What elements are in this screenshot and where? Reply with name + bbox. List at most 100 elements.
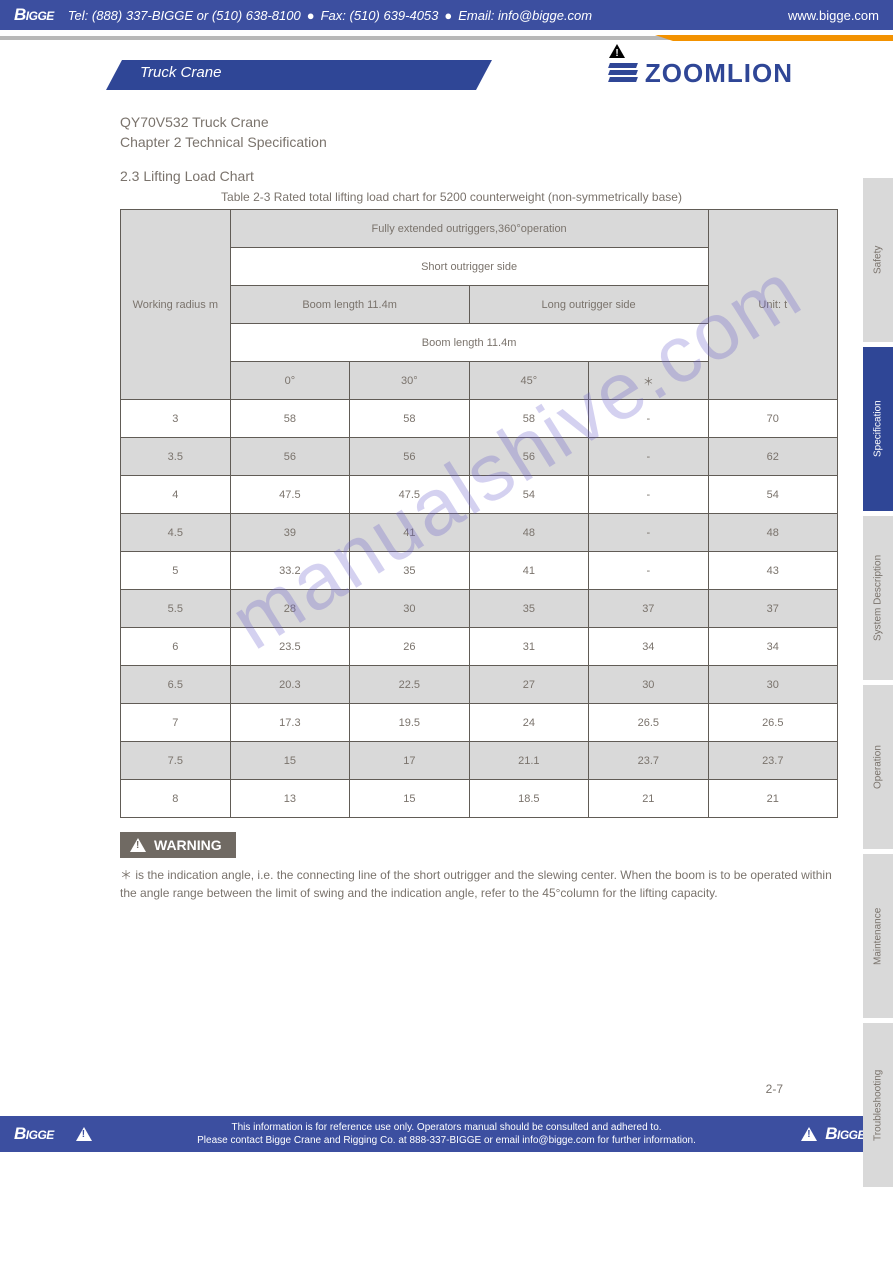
- header-band: ! Truck Crane ZOOMLION: [0, 50, 893, 100]
- zoomlion-icon: [609, 61, 639, 87]
- cell-radius: 5.5: [121, 590, 231, 628]
- warning-icon: !: [609, 44, 625, 58]
- cell-val: -: [589, 438, 708, 476]
- cell-long: 43: [708, 552, 837, 590]
- cell-val: 19.5: [350, 704, 469, 742]
- cell-val: 13: [230, 780, 349, 818]
- cell-val: 56: [469, 438, 588, 476]
- warning-label: WARNING: [154, 837, 222, 853]
- page-number: 2-7: [120, 1082, 783, 1096]
- table-title: Table 2-3 Rated total lifting load chart…: [120, 190, 783, 204]
- hdr-long-len: Boom length 11.4m: [230, 324, 708, 362]
- cell-val: 47.5: [230, 476, 349, 514]
- cell-val: 58: [469, 400, 588, 438]
- cell-val: 54: [469, 476, 588, 514]
- warning-triangle-icon: [130, 838, 146, 852]
- cell-radius: 3.5: [121, 438, 231, 476]
- cell-val: 28: [230, 590, 349, 628]
- cell-radius: 5: [121, 552, 231, 590]
- cell-val: 58: [350, 400, 469, 438]
- doc-sub: Chapter 2 Technical Specification: [120, 134, 783, 150]
- footer: BIGGE This information is for reference …: [0, 1116, 893, 1152]
- cell-val: 34: [589, 628, 708, 666]
- cell-val: 41: [469, 552, 588, 590]
- contact-fax: Fax: (510) 639-4053: [321, 8, 439, 23]
- cell-val: 41: [350, 514, 469, 552]
- cell-val: 58: [230, 400, 349, 438]
- warning-icon-footer-r: [801, 1127, 817, 1141]
- cell-val: 48: [469, 514, 588, 552]
- cell-val: 26.5: [589, 704, 708, 742]
- table-row: 717.319.52426.526.5: [121, 704, 838, 742]
- page-body: manualshive.com QY70V532 Truck Crane Cha…: [0, 100, 893, 1096]
- table-row: 533.23541-43: [121, 552, 838, 590]
- zoomlion-logo: ZOOMLION: [609, 58, 793, 89]
- warning-box: WARNING: [120, 832, 236, 858]
- hdr-ast: ＊: [589, 362, 708, 400]
- bigge-logo-top: BIGGE: [14, 5, 54, 25]
- hdr-a0: 0°: [230, 362, 349, 400]
- footer-left: BIGGE: [14, 1124, 92, 1144]
- cell-val: 24: [469, 704, 588, 742]
- divider-grey: [0, 36, 673, 40]
- warning-text: ＊ is the indication angle, i.e. the conn…: [120, 866, 840, 902]
- contact-tel: Tel: (888) 337-BIGGE or (510) 638-8100: [68, 8, 301, 23]
- col-unit: Unit: t: [708, 210, 837, 400]
- cell-radius: 7: [121, 704, 231, 742]
- cell-long: 48: [708, 514, 837, 552]
- cell-long: 37: [708, 590, 837, 628]
- cell-val: -: [589, 552, 708, 590]
- cell-val: 22.5: [350, 666, 469, 704]
- cell-val: 21: [589, 780, 708, 818]
- cell-val: 30: [589, 666, 708, 704]
- cell-radius: 4.5: [121, 514, 231, 552]
- footer-line2: Please contact Bigge Crane and Rigging C…: [92, 1134, 801, 1147]
- doc-title: QY70V532 Truck Crane: [120, 114, 783, 130]
- site-url[interactable]: www.bigge.com: [788, 8, 879, 23]
- cell-long: 26.5: [708, 704, 837, 742]
- cell-radius: 4: [121, 476, 231, 514]
- cell-val: 20.3: [230, 666, 349, 704]
- cell-radius: 6.5: [121, 666, 231, 704]
- cell-long: 54: [708, 476, 837, 514]
- hdr-long: Long outrigger side: [469, 286, 708, 324]
- footer-line1: This information is for reference use on…: [92, 1121, 801, 1134]
- cell-val: 27: [469, 666, 588, 704]
- table-row: 3.5565656-62: [121, 438, 838, 476]
- cell-radius: 8: [121, 780, 231, 818]
- warning-icon-footer-l: [76, 1127, 92, 1141]
- divider-orange: [673, 35, 893, 41]
- table-row: 447.547.554-54: [121, 476, 838, 514]
- cell-val: 30: [350, 590, 469, 628]
- bigge-logo-footer-l: BIGGE: [14, 1124, 54, 1144]
- separator-dot: ●: [307, 8, 315, 23]
- cell-val: 23.5: [230, 628, 349, 666]
- table-row: 7.5151721.123.723.7: [121, 742, 838, 780]
- cell-long: 21: [708, 780, 837, 818]
- cell-radius: 7.5: [121, 742, 231, 780]
- cell-val: 56: [230, 438, 349, 476]
- cell-val: 56: [350, 438, 469, 476]
- cell-val: -: [589, 514, 708, 552]
- cell-val: 15: [230, 742, 349, 780]
- col-radius: Working radius m: [121, 210, 231, 400]
- cell-radius: 3: [121, 400, 231, 438]
- cell-val: 17: [350, 742, 469, 780]
- top-bar: BIGGE Tel: (888) 337-BIGGE or (510) 638-…: [0, 0, 893, 30]
- hdr-a45: 45°: [469, 362, 588, 400]
- cell-val: 18.5: [469, 780, 588, 818]
- cell-val: 47.5: [350, 476, 469, 514]
- cell-val: 35: [350, 552, 469, 590]
- cell-val: 39: [230, 514, 349, 552]
- cell-long: 70: [708, 400, 837, 438]
- hdr-a30: 30°: [350, 362, 469, 400]
- cell-val: 21.1: [469, 742, 588, 780]
- cell-val: 15: [350, 780, 469, 818]
- cell-val: 37: [589, 590, 708, 628]
- section-heading: 2.3 Lifting Load Chart: [120, 168, 783, 184]
- cell-val: -: [589, 476, 708, 514]
- cell-radius: 6: [121, 628, 231, 666]
- table-row: 3585858-70: [121, 400, 838, 438]
- hdr-short-len: Boom length 11.4m: [230, 286, 469, 324]
- footer-text: This information is for reference use on…: [92, 1121, 801, 1147]
